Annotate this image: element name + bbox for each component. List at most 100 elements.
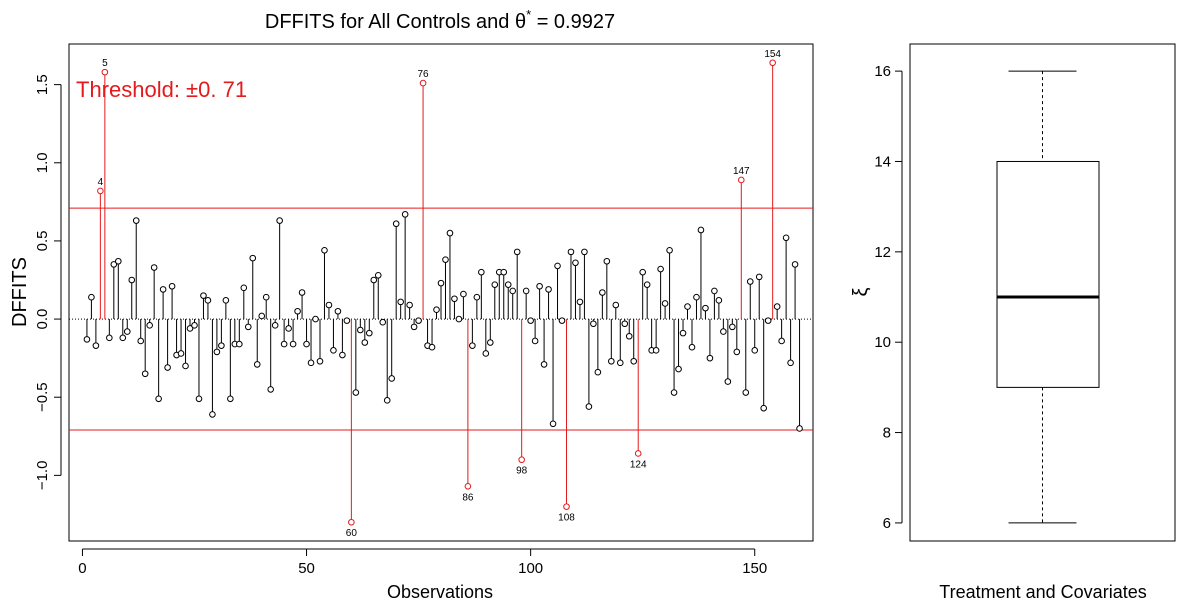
data-point: [652, 347, 660, 354]
data-point: [576, 298, 584, 306]
dffits-panel: DFFITS for All Controls and θ* = 0.9927 …: [9, 7, 814, 602]
data-point: [679, 329, 687, 337]
data-point: [549, 420, 557, 428]
point-label: 5: [102, 58, 108, 69]
iqr-box: [996, 160, 1100, 388]
data-point: [567, 248, 575, 256]
data-point: [137, 337, 145, 345]
data-point: [612, 301, 620, 309]
data-point: [271, 322, 279, 329]
data-point: [258, 312, 266, 320]
flagged-point: [769, 59, 776, 67]
data-point: [307, 359, 315, 367]
data-point: [240, 284, 248, 292]
data-point: [733, 348, 741, 356]
data-point: [222, 297, 230, 304]
title-theta: θ: [515, 11, 526, 33]
data-point: [433, 306, 440, 313]
data-point: [92, 342, 100, 349]
box-y-tick-label: 6: [883, 515, 891, 532]
data-point: [531, 337, 539, 345]
data-point: [554, 262, 561, 270]
data-point: [755, 273, 763, 281]
data-point: [509, 287, 517, 295]
threshold-label: Threshold: ±0. 71: [76, 77, 247, 102]
point-label: 154: [764, 49, 781, 60]
data-point: [639, 268, 646, 276]
data-point: [720, 328, 727, 335]
y-tick-label: 1.0: [34, 152, 51, 173]
data-point: [527, 317, 534, 324]
data-point: [141, 370, 149, 378]
data-point: [392, 220, 400, 228]
data-point: [487, 339, 494, 346]
flagged-point: [737, 176, 745, 184]
flagged-point: [348, 518, 355, 526]
data-point: [213, 348, 221, 356]
box-panel: 6 8 10 12 14 16 Treatment and Covariates ξ: [850, 43, 1176, 602]
point-label: 86: [462, 492, 474, 503]
x-tick-label: 150: [742, 560, 767, 577]
x-tick-label: 50: [298, 560, 315, 577]
data-point: [276, 217, 283, 224]
data-point: [388, 375, 395, 382]
data-point: [558, 317, 566, 324]
y-tick-label: 1.5: [34, 74, 51, 95]
data-point: [123, 328, 131, 335]
box-axes: 6 8 10 12 14 16: [874, 63, 903, 532]
data-point: [168, 282, 176, 290]
data-point: [186, 325, 194, 332]
data-point: [666, 247, 673, 254]
box-y-tick-label: 12: [874, 244, 891, 261]
data-point: [321, 247, 328, 254]
data-point: [504, 281, 512, 288]
data-point: [88, 293, 95, 301]
data-point: [182, 362, 189, 370]
data-point: [522, 287, 530, 295]
data-point: [159, 286, 167, 293]
data-point: [218, 342, 225, 349]
data-point: [661, 300, 669, 307]
dffits-axes: 0 50 100 150 −1.0 −0.5 0.0 0.5 1.0 1.5: [34, 74, 767, 577]
data-point: [455, 315, 463, 323]
data-point: [437, 279, 445, 287]
data-point: [365, 329, 373, 337]
data-point: [303, 340, 310, 348]
data-point: [294, 307, 301, 315]
data-point: [191, 322, 198, 329]
data-point: [446, 229, 454, 237]
box-y-tick-label: 16: [874, 63, 891, 80]
data-point: [343, 317, 351, 324]
data-point: [410, 323, 418, 331]
data-point: [128, 276, 136, 284]
flagged-point: [101, 68, 109, 76]
data-point: [316, 357, 324, 365]
data-point: [236, 340, 243, 348]
data-point: [428, 343, 436, 351]
data-point: [688, 343, 696, 351]
point-label: 76: [418, 69, 430, 80]
data-point: [352, 389, 360, 396]
chart-title: DFFITS for All Controls and θ* = 0.9927: [265, 7, 615, 33]
data-point: [643, 281, 651, 288]
title-suffix: = 0.9927: [531, 11, 615, 33]
data-point: [715, 297, 723, 304]
data-point: [339, 351, 346, 359]
data-point: [773, 303, 781, 310]
flagged-point: [464, 482, 472, 490]
y-tick-label: −1.0: [34, 461, 51, 491]
box-y-tick-label: 10: [874, 334, 891, 351]
box-x-axis-label: Treatment and Covariates: [939, 582, 1146, 602]
title-star: *: [526, 7, 531, 22]
data-point: [285, 325, 292, 332]
data-point: [491, 281, 499, 288]
data-point: [361, 339, 369, 346]
flagged-point: [518, 456, 525, 464]
data-point: [724, 378, 732, 385]
y-tick-label: −0.5: [34, 382, 51, 412]
data-point: [473, 293, 481, 301]
box-y-axis-label: ξ: [850, 287, 872, 296]
data-point: [415, 317, 422, 324]
data-point: [585, 403, 593, 410]
